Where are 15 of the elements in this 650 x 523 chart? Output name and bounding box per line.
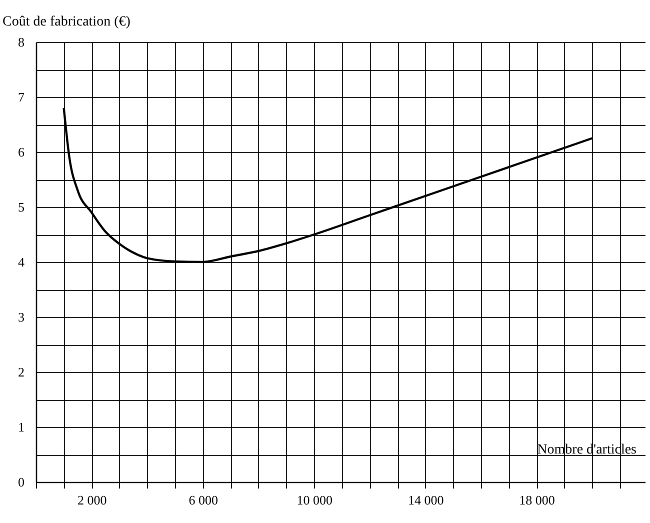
x-tick-label: 18 000	[519, 492, 555, 508]
y-tick-label: 2	[18, 364, 24, 380]
y-tick-label: 1	[18, 420, 24, 434]
x-tick-label: 6 000	[188, 492, 218, 508]
y-tick-label: 4	[18, 254, 25, 270]
y-tick-label: 0	[18, 474, 24, 490]
y-tick-label: 5	[18, 200, 24, 214]
y-tick-label: 7	[18, 90, 25, 104]
x-tick-label: 10 000	[296, 492, 332, 508]
y-tick-label: 3	[18, 310, 24, 324]
y-axis-title: Coût de fabrication (€)	[2, 14, 131, 30]
y-tick-label: 8	[18, 34, 24, 50]
x-tick-label: 2 000	[77, 492, 107, 508]
y-tick-label: 6	[18, 144, 25, 160]
x-tick-label: 14 000	[408, 492, 444, 508]
